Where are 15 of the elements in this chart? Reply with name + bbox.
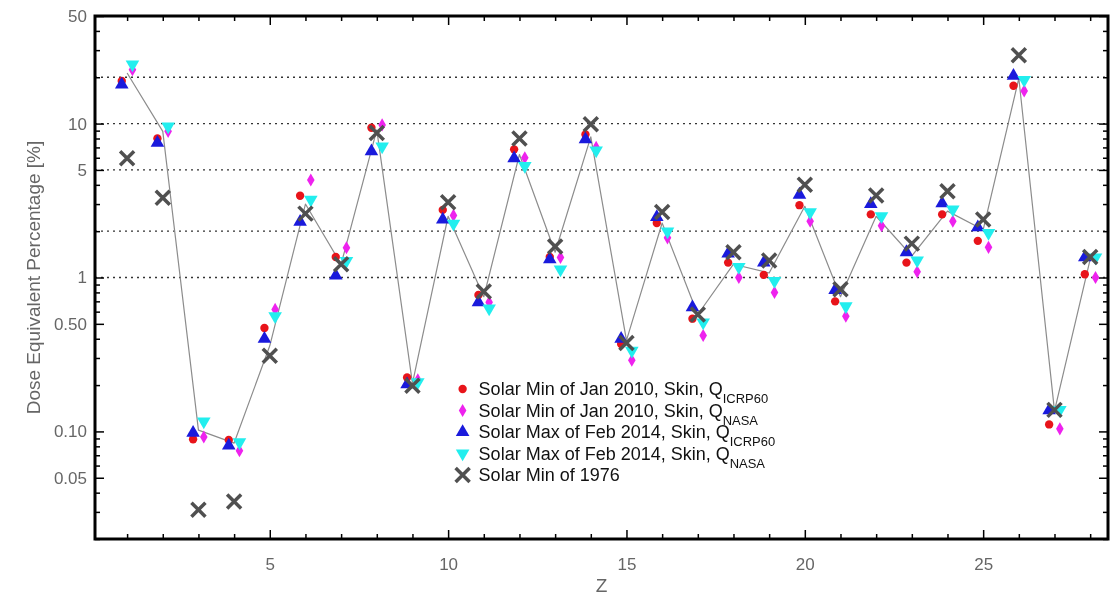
y-tick-label: 0.50	[53, 314, 87, 334]
y-tick-label: 1	[77, 268, 87, 288]
x-tick-label: 5	[265, 555, 276, 575]
x-tick-label: 10	[439, 555, 459, 575]
y-tick-label: 10	[68, 114, 87, 134]
x-tick-label: 20	[795, 555, 815, 575]
y-tick-label: 0.10	[53, 422, 87, 442]
y-tick-label: 0.05	[53, 468, 87, 488]
y-tick-label: 5	[77, 160, 87, 180]
y-tick-label: 50	[68, 6, 87, 26]
x-tick-label: 15	[617, 555, 637, 575]
legend-label: Solar Min of 1976	[478, 465, 620, 486]
y-axis-title: Dose Equivalent Percentage [%]	[23, 140, 44, 415]
x-axis-title: Z	[595, 575, 608, 596]
x-tick-label: 25	[974, 555, 994, 575]
